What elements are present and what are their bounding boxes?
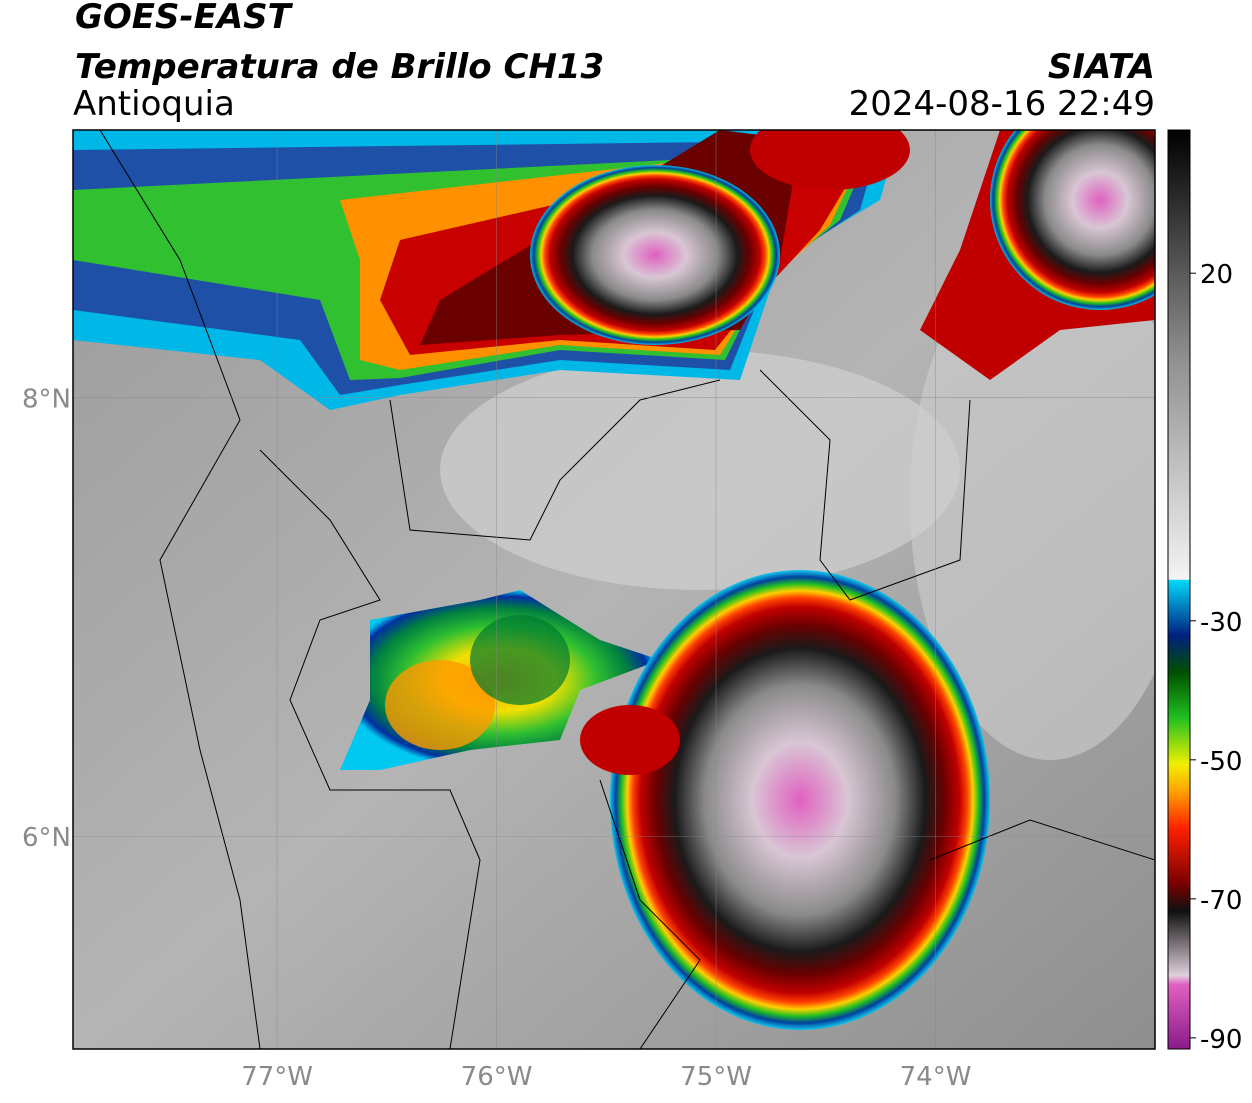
source: SIATA: [1048, 47, 1155, 87]
imagery: [73, 130, 1155, 1049]
colorbar: [1167, 129, 1191, 1050]
region: Antioquia: [73, 84, 235, 124]
colorbar-tick-label: -50: [1200, 747, 1242, 777]
colorbar-tick-label: -30: [1200, 608, 1242, 638]
x-tick-label: 75°W: [680, 1062, 752, 1092]
subtitle: Temperatura de Brillo CH13: [75, 47, 604, 87]
y-tick-label: 8°N: [22, 385, 71, 415]
y-tick-label: 6°N: [22, 823, 71, 853]
colorbar-tick-label: -70: [1200, 886, 1242, 916]
colorbar-tick-label: 20: [1200, 260, 1233, 290]
x-tick-label: 77°W: [241, 1062, 313, 1092]
grid: [73, 130, 1155, 1049]
x-tick-label: 74°W: [900, 1062, 972, 1092]
map-frame: [72, 129, 1156, 1050]
datetime: 2024-08-16 22:49: [849, 84, 1155, 124]
title: GOES-EAST: [75, 0, 294, 37]
x-tick-label: 76°W: [461, 1062, 533, 1092]
colorbar-tick-label: -90: [1200, 1025, 1242, 1055]
